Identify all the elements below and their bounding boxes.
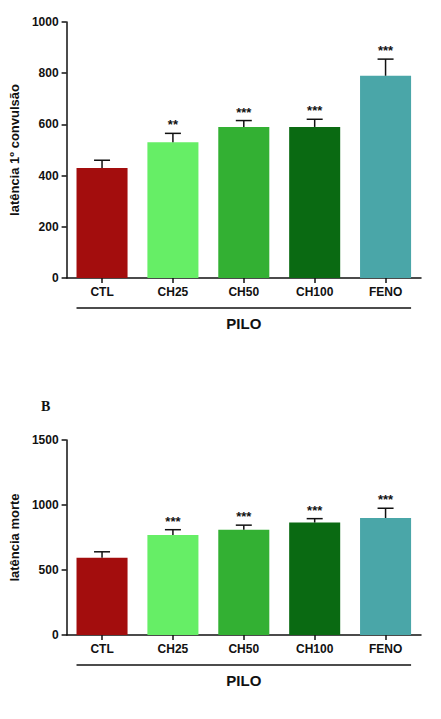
svg-text:400: 400 (39, 169, 59, 183)
svg-text:800: 800 (39, 66, 59, 80)
svg-text:CH100: CH100 (296, 285, 334, 299)
svg-text:1000: 1000 (32, 15, 59, 29)
svg-text:FENO: FENO (369, 642, 402, 656)
svg-text:B: B (41, 399, 50, 414)
svg-text:latência 1º convulsão: latência 1º convulsão (7, 84, 22, 216)
svg-text:CH50: CH50 (228, 285, 259, 299)
svg-text:**: ** (168, 117, 179, 132)
svg-text:500: 500 (39, 563, 59, 577)
svg-text:***: *** (378, 43, 394, 58)
svg-text:1000: 1000 (32, 498, 59, 512)
svg-text:CH50: CH50 (228, 642, 259, 656)
svg-text:PILO: PILO (226, 315, 261, 332)
svg-text:***: *** (307, 103, 323, 118)
svg-text:1500: 1500 (32, 433, 59, 447)
svg-text:***: *** (236, 105, 252, 120)
svg-text:0: 0 (52, 271, 59, 285)
svg-text:latência morte: latência morte (7, 493, 22, 581)
svg-text:600: 600 (39, 117, 59, 131)
svg-text:***: *** (307, 503, 323, 518)
svg-text:200: 200 (39, 220, 59, 234)
svg-text:0: 0 (52, 628, 59, 642)
svg-text:***: *** (165, 514, 181, 529)
svg-text:FENO: FENO (369, 285, 402, 299)
svg-text:CH25: CH25 (158, 285, 189, 299)
svg-text:CTL: CTL (90, 285, 113, 299)
svg-text:***: *** (236, 509, 252, 524)
svg-text:PILO: PILO (226, 672, 261, 689)
svg-text:CH100: CH100 (296, 642, 334, 656)
svg-text:CTL: CTL (90, 642, 113, 656)
svg-text:***: *** (378, 492, 394, 507)
svg-text:CH25: CH25 (158, 642, 189, 656)
